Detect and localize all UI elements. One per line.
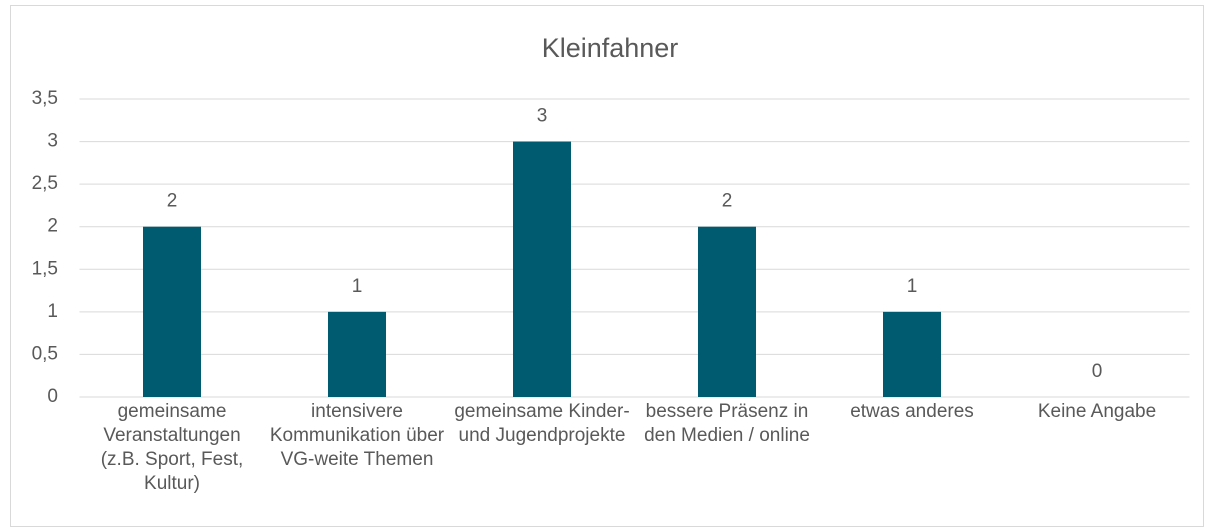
y-tick-label: 1,5 <box>32 258 58 279</box>
bar <box>328 311 386 397</box>
y-tick-label: 3,5 <box>32 88 58 109</box>
bar <box>143 226 201 397</box>
data-label: 1 <box>907 276 918 297</box>
x-tick-label-box: Keine Angabe <box>1037 401 1157 422</box>
y-tick-label: 2 <box>47 216 58 237</box>
data-label: 2 <box>722 191 733 212</box>
y-tick-label: 0 <box>47 386 58 407</box>
bar <box>513 141 571 397</box>
x-tick-label-box: intensivere Kommunikation über VG-weite … <box>269 401 445 470</box>
y-tick-label: 0,5 <box>32 343 58 364</box>
y-tick-label: 2,5 <box>32 173 58 194</box>
data-label: 1 <box>352 276 363 297</box>
data-label: 0 <box>1092 361 1103 382</box>
data-label: 2 <box>167 191 178 212</box>
x-tick-label: gemeinsame Veranstaltungen (z.B. Sport, … <box>100 401 244 494</box>
x-tick-label: Keine Angabe <box>1037 401 1157 422</box>
chart-title: Kleinfahner <box>542 33 679 63</box>
x-tick-label-box: gemeinsame Kinder- und Jugendprojekte <box>454 401 630 446</box>
chart-frame <box>10 5 1204 527</box>
y-tick-label: 1 <box>47 301 58 322</box>
bar <box>698 226 756 397</box>
x-tick-label: gemeinsame Kinder- und Jugendprojekte <box>454 401 630 446</box>
x-tick-label-box: etwas anderes <box>850 401 974 422</box>
x-tick-label: bessere Präsenz in den Medien / online <box>644 401 810 446</box>
data-label: 3 <box>537 106 548 127</box>
x-tick-label-box: gemeinsame Veranstaltungen (z.B. Sport, … <box>100 401 244 494</box>
y-tick-label: 3 <box>47 131 58 152</box>
x-tick-label-box: bessere Präsenz in den Medien / online <box>644 401 810 446</box>
bar <box>883 311 941 397</box>
x-tick-label: etwas anderes <box>850 401 974 422</box>
x-tick-label: intensivere Kommunikation über VG-weite … <box>269 401 445 470</box>
